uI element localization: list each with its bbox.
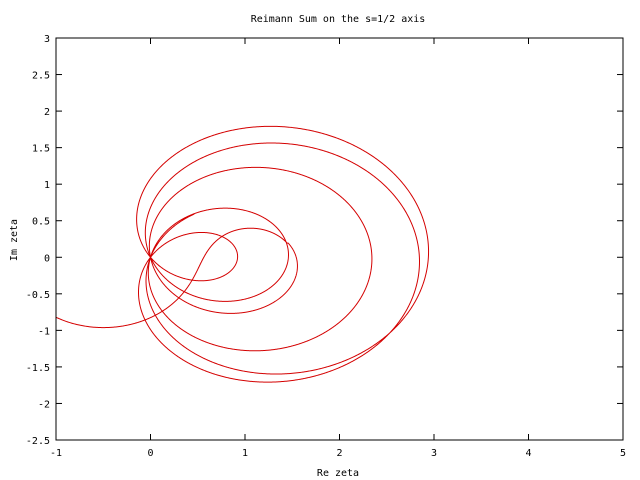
y-tick-label: 3 (44, 34, 50, 45)
y-tick-label: 0.5 (32, 217, 50, 228)
y-tick-label: 2.5 (32, 71, 50, 82)
y-tick-label: 1 (44, 180, 50, 191)
x-axis-label: Re zeta (317, 468, 359, 479)
y-tick-label: 2 (44, 107, 50, 118)
x-tick-label: 3 (431, 448, 437, 459)
chart-title: Reimann Sum on the s=1/2 axis (251, 14, 426, 25)
series-line (55, 125, 430, 383)
y-tick-label: -1.5 (26, 363, 50, 374)
y-tick-label: -0.5 (26, 290, 50, 301)
plot-series (55, 125, 430, 383)
y-tick-label: 1.5 (32, 144, 50, 155)
y-axis-label: Im zeta (9, 219, 20, 261)
y-tick-label: 0 (44, 253, 50, 264)
axis-ticks: -1 0 1 2 3 4 5 -2.5 -2 -1.5 -1 -0.5 0 0.5 1 1.5 2 2.5 3 (26, 34, 626, 459)
x-tick-label: -1 (50, 448, 62, 459)
x-tick-label: 4 (525, 448, 531, 459)
x-tick-label: 0 (147, 448, 153, 459)
y-tick-label: -2.5 (26, 436, 50, 447)
y-tick-label: -1 (38, 326, 50, 337)
y-tick-label: -2 (38, 399, 50, 410)
x-tick-label: 2 (336, 448, 342, 459)
x-tick-label: 5 (620, 448, 626, 459)
x-tick-label: 1 (242, 448, 248, 459)
plot-frame (55, 37, 624, 441)
